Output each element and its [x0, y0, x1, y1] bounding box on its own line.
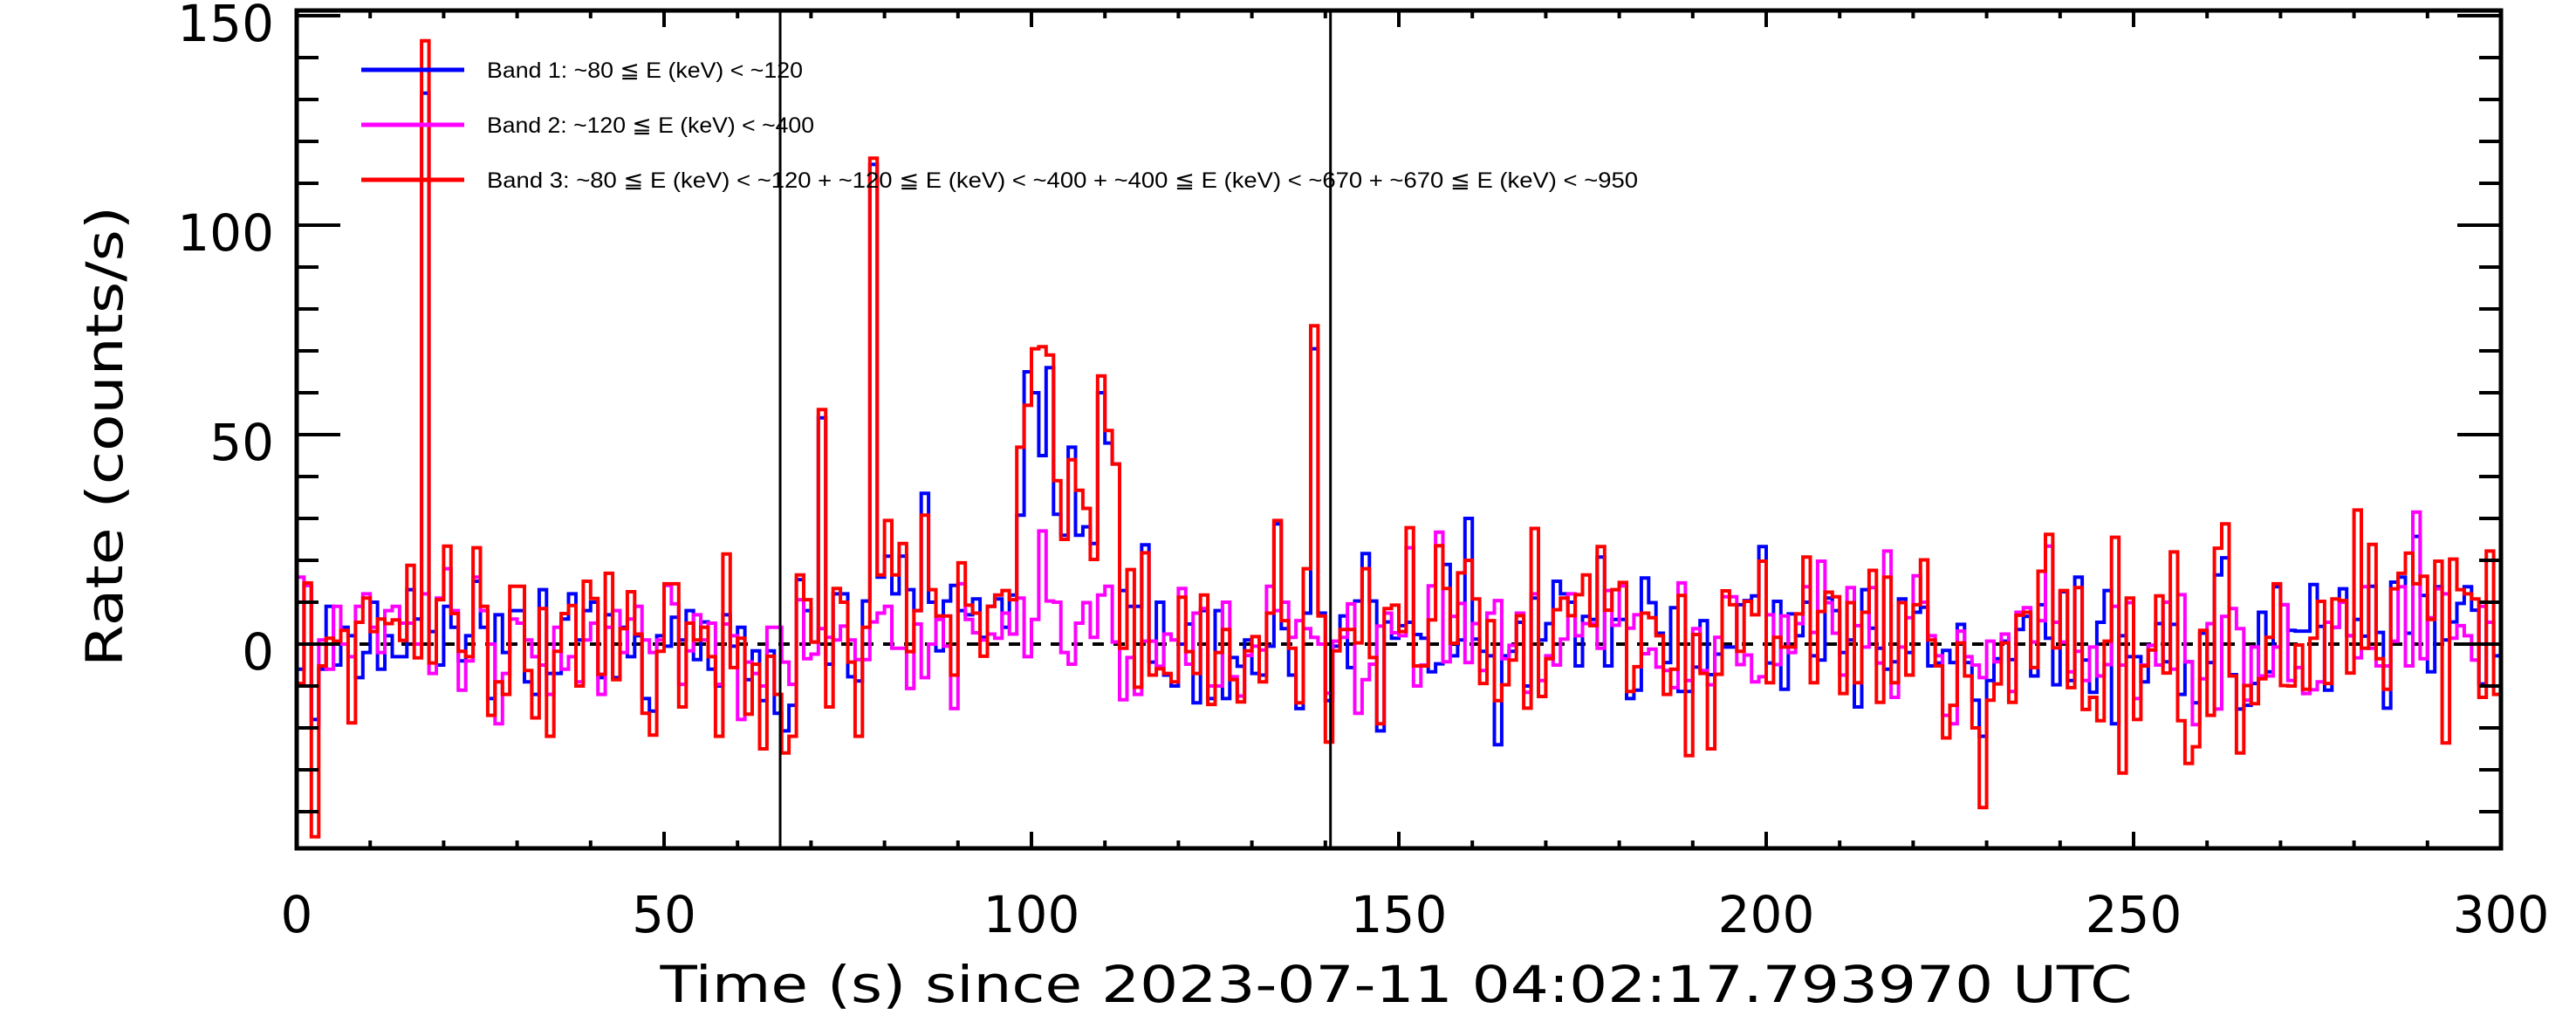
x-tick-label: 200	[1718, 885, 1815, 944]
x-tick-label: 250	[2086, 885, 2182, 944]
x-axis-title: Time (s) since 2023-07-11 04:02:17.79397…	[659, 955, 2132, 1014]
x-tick-label: 100	[983, 885, 1080, 944]
x-tick-label: 150	[1351, 885, 1448, 944]
y-tick-label: 50	[209, 413, 274, 472]
data-layer	[297, 10, 2501, 848]
y-axis-title: Rate (counts/s)	[75, 206, 134, 667]
y-tick-label: 150	[177, 0, 274, 53]
series-line-band-3	[297, 38, 2501, 839]
x-tick-label: 300	[2453, 885, 2550, 944]
legend-entry-band-3: Band 3: ~80 ≦ E (keV) < ~120 + ~120 ≦ E …	[361, 168, 1638, 193]
legend: Band 1: ~80 ≦ E (keV) < ~120 Band 2: ~120…	[361, 58, 1638, 193]
x-tick-label: 50	[632, 885, 696, 944]
legend-label: Band 2: ~120 ≦ E (keV) < ~400	[487, 113, 814, 138]
legend-entry-band-2: Band 2: ~120 ≦ E (keV) < ~400	[361, 113, 814, 138]
legend-entry-band-1: Band 1: ~80 ≦ E (keV) < ~120	[361, 58, 803, 83]
legend-label: Band 3: ~80 ≦ E (keV) < ~120 + ~120 ≦ E …	[487, 168, 1638, 193]
axes-layer: 0 50 100 150 200 250 300 0 50 100 150	[177, 0, 2549, 944]
y-tick-label: 100	[177, 203, 274, 263]
x-tick-label: 0	[281, 885, 313, 944]
legend-label: Band 1: ~80 ≦ E (keV) < ~120	[487, 58, 803, 83]
y-tick-label: 0	[242, 622, 274, 682]
